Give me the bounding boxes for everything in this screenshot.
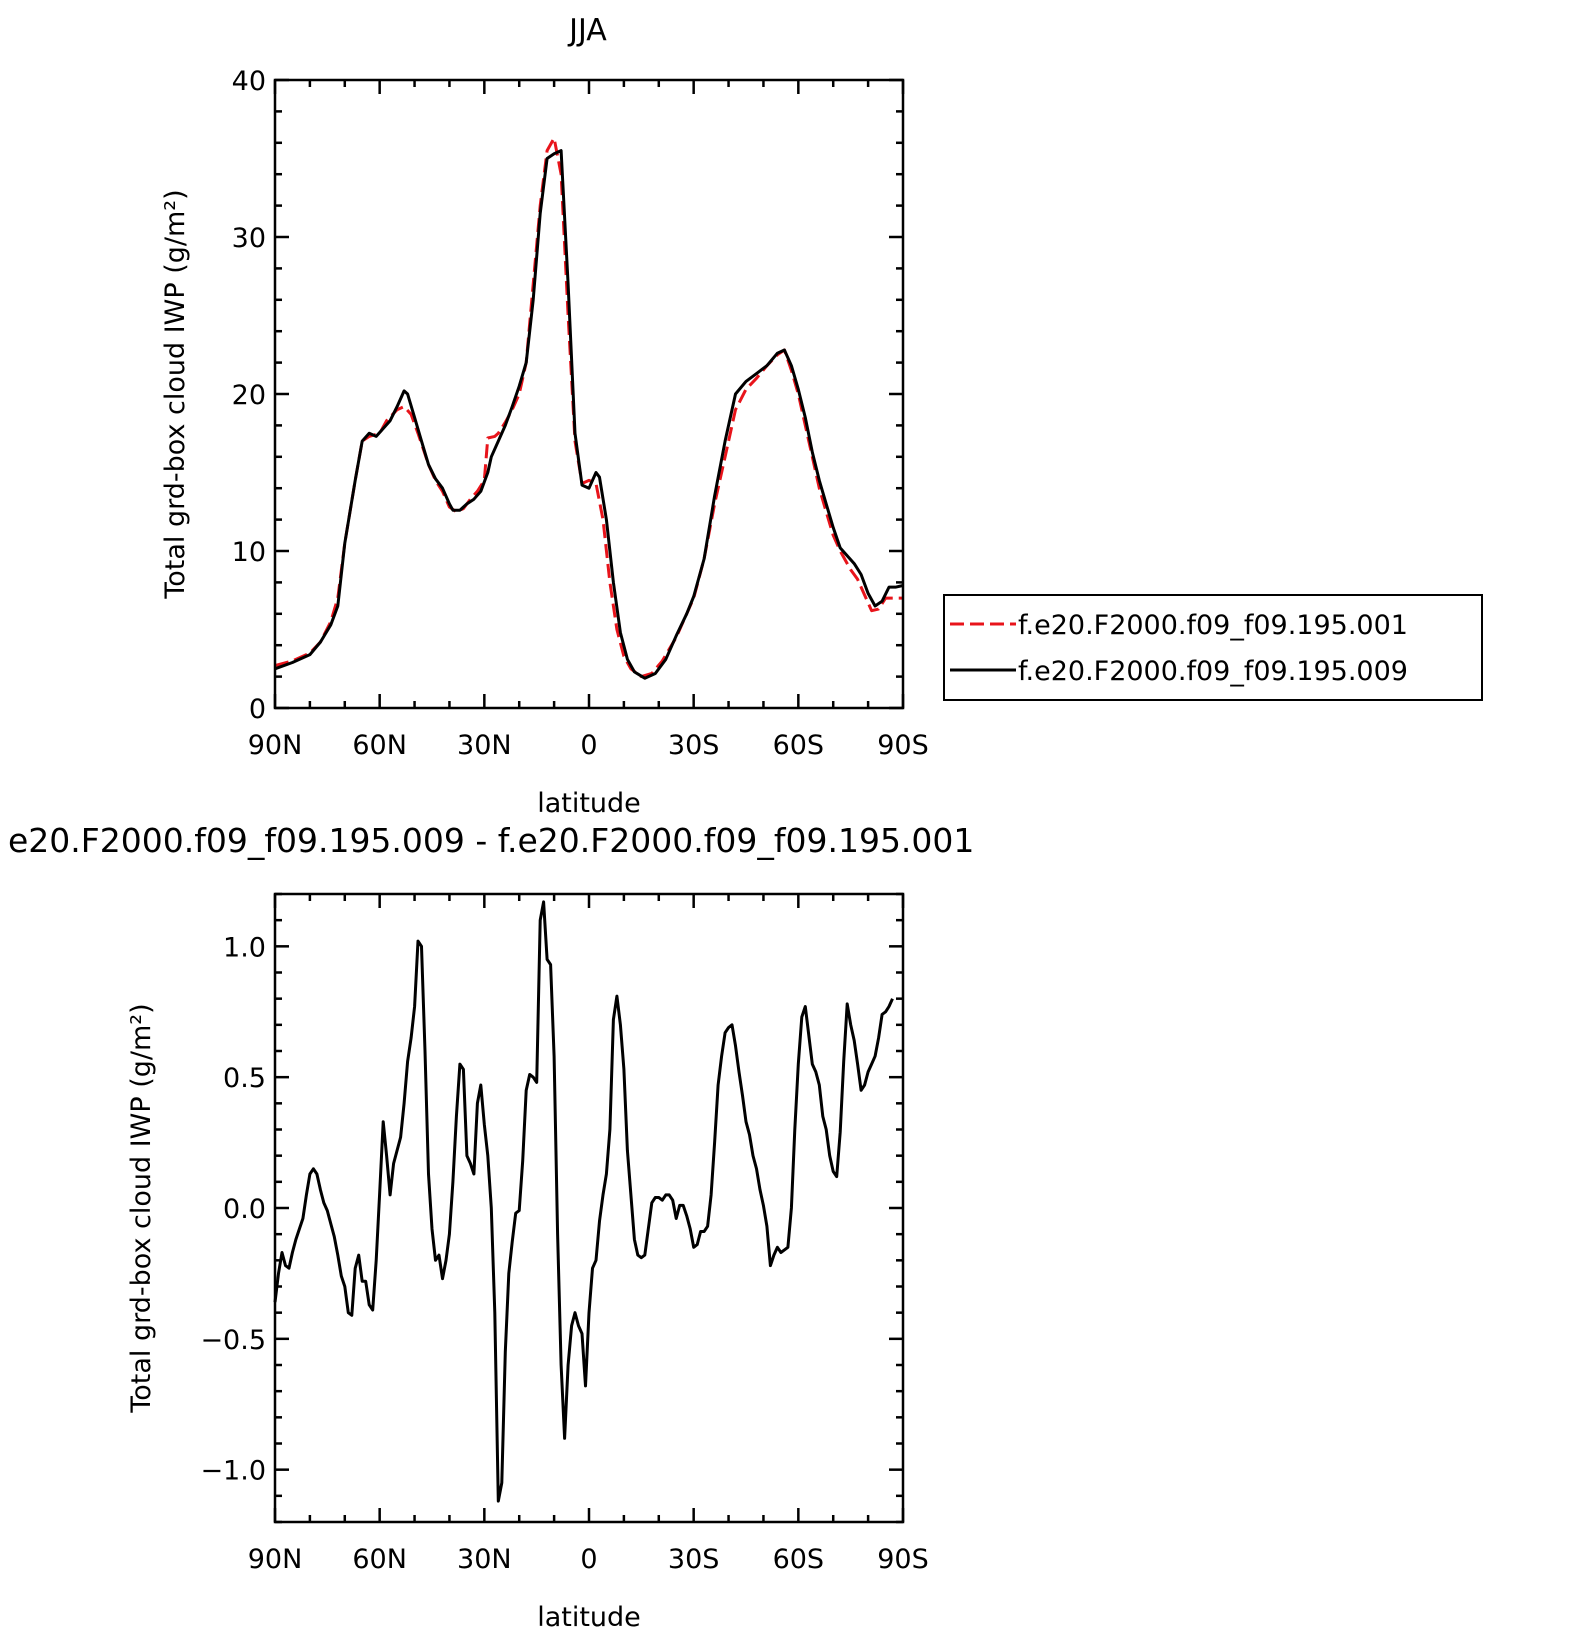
bottom-x-tick-label: 90N: [248, 1544, 303, 1575]
bottom-y-axis-label: Total grd-box cloud IWP (g/m²): [126, 1003, 157, 1413]
top-x-tick-label: 30N: [457, 730, 512, 761]
top-y-tick-label: 20: [232, 380, 266, 411]
top-x-tick-label: 60S: [773, 730, 825, 761]
panel-top-chart: JJA 90N 60N 30N 0 30S 60S 90S 0 10 20 30 40 latitu…: [160, 13, 1483, 819]
bottom-chart-title: e20.F2000.f09_f09.195.009 - f.e20.F2000.…: [8, 821, 974, 860]
top-x-tick-label: 30S: [668, 730, 720, 761]
top-x-tick-label: 90S: [877, 730, 929, 761]
bottom-y-tick-label: 0.5: [223, 1063, 266, 1094]
top-y-tick-label: 30: [232, 223, 266, 254]
bottom-series-line-0: [273, 900, 894, 1503]
top-chart-title: JJA: [567, 13, 607, 48]
bottom-x-tick-label: 60N: [352, 1544, 407, 1575]
top-y-axis-label: Total grd-box cloud IWP (g/m²): [160, 189, 191, 599]
top-x-tick-label: 0: [580, 730, 597, 761]
bottom-x-axis-label: latitude: [537, 1602, 641, 1633]
legend-label-series-009: f.e20.F2000.f09_f09.195.009: [1018, 656, 1408, 687]
panel-bottom-chart: e20.F2000.f09_f09.195.009 - f.e20.F2000.…: [8, 821, 974, 1633]
legend-label-series-001: f.e20.F2000.f09_f09.195.001: [1018, 610, 1408, 641]
legend: f.e20.F2000.f09_f09.195.001 f.e20.F2000.…: [943, 594, 1483, 701]
bottom-y-tick-label: −0.5: [200, 1325, 266, 1356]
bottom-x-tick-label: 0: [580, 1544, 597, 1575]
top-plot-frame: [273, 78, 905, 710]
bottom-y-tick-label: −1.0: [200, 1456, 266, 1487]
bottom-x-tick-label: 90S: [877, 1544, 929, 1575]
top-x-tick-label: 60N: [352, 730, 407, 761]
top-series-line-1: [274, 149, 904, 680]
legend-box: [943, 594, 1483, 701]
top-y-tick-label: 40: [232, 66, 266, 97]
top-y-tick-label: 10: [232, 537, 266, 568]
bottom-x-tick-label: 30S: [668, 1544, 720, 1575]
bottom-plot-frame: [273, 892, 905, 1524]
bottom-x-tick-label: 30N: [457, 1544, 512, 1575]
bottom-y-tick-label: 1.0: [223, 932, 266, 963]
top-y-tick-label: 0: [249, 694, 266, 725]
bottom-x-tick-label: 60S: [773, 1544, 825, 1575]
top-series-line-0: [274, 136, 903, 679]
bottom-y-tick-label: 0.0: [223, 1194, 266, 1225]
top-x-axis-label: latitude: [537, 788, 641, 819]
top-x-tick-label: 90N: [248, 730, 303, 761]
